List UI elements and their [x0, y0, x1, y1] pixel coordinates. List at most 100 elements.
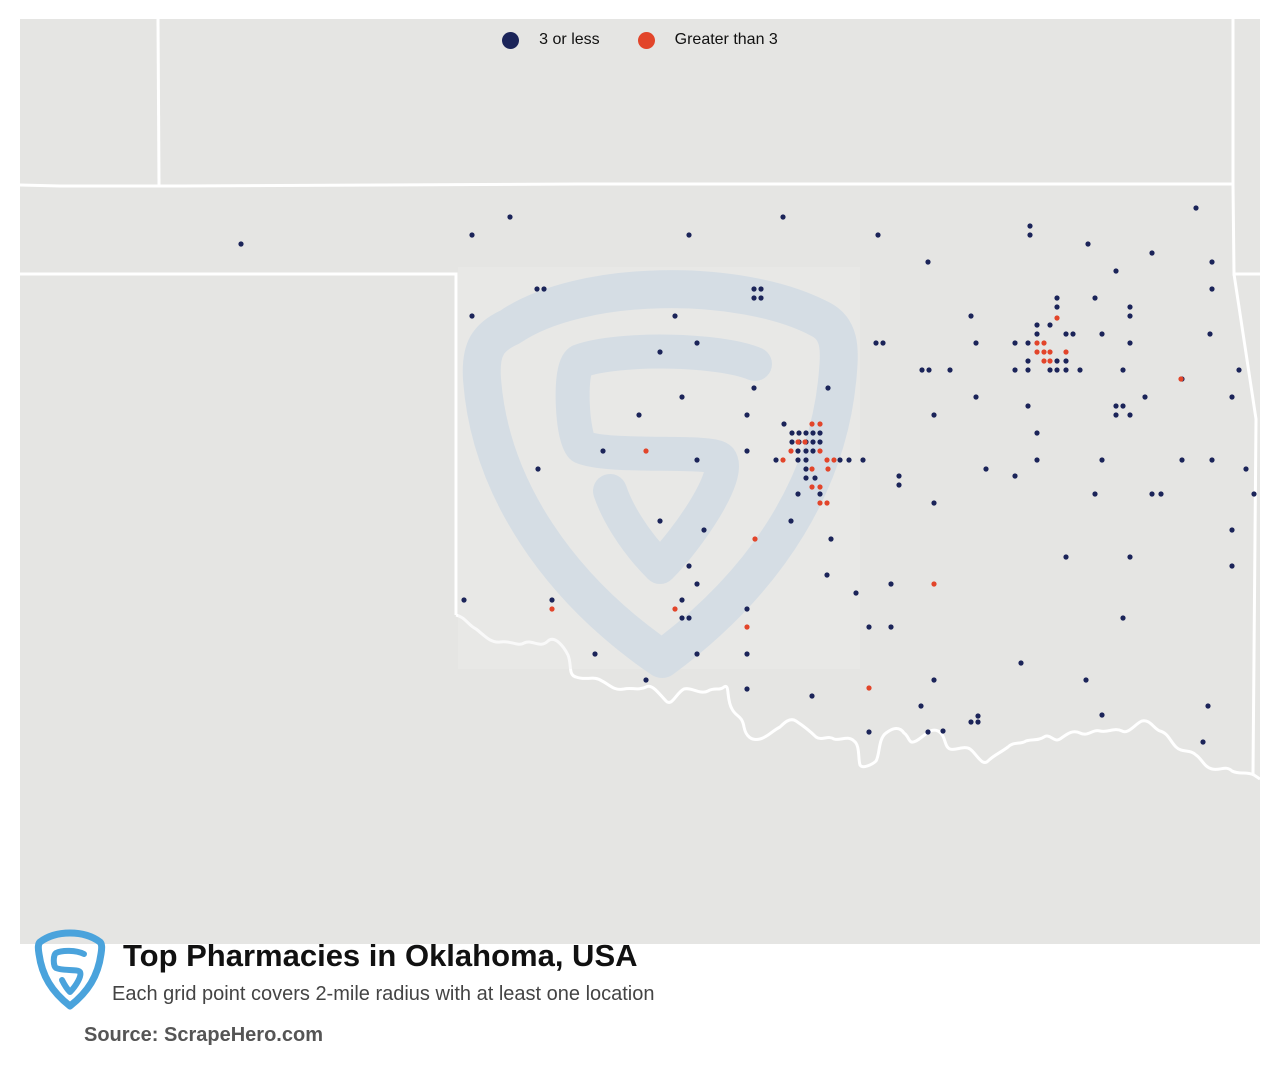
grid-point-greater-than-3 [866, 685, 872, 691]
grid-point-3-or-less [973, 394, 979, 400]
grid-point-3-or-less [866, 729, 872, 735]
grid-point-3-or-less [803, 457, 809, 463]
grid-point-3-or-less [694, 457, 700, 463]
grid-point-3-or-less [1047, 367, 1053, 373]
map-legend: 3 or less Greater than 3 [20, 31, 1260, 49]
grid-point-3-or-less [758, 286, 764, 292]
grid-point-3-or-less [975, 713, 981, 719]
grid-point-3-or-less [1229, 563, 1235, 569]
grid-point-3-or-less [973, 340, 979, 346]
grid-point-3-or-less [812, 475, 818, 481]
grid-point-3-or-less [1034, 322, 1040, 328]
grid-point-3-or-less [744, 606, 750, 612]
grid-point-greater-than-3 [672, 606, 678, 612]
grid-point-3-or-less [1025, 403, 1031, 409]
grid-point-greater-than-3 [1041, 349, 1047, 355]
grid-point-3-or-less [1120, 615, 1126, 621]
legend-item-low: 3 or less [502, 31, 600, 49]
grid-point-3-or-less [880, 340, 886, 346]
grid-point-3-or-less [919, 367, 925, 373]
grid-point-3-or-less [686, 232, 692, 238]
grid-point-3-or-less [931, 500, 937, 506]
grid-point-3-or-less [925, 729, 931, 735]
grid-point-greater-than-3 [744, 624, 750, 630]
grid-point-3-or-less [1127, 304, 1133, 310]
grid-point-3-or-less [541, 286, 547, 292]
grid-point-3-or-less [751, 295, 757, 301]
legend-dot-low [502, 31, 520, 49]
grid-point-3-or-less [1092, 295, 1098, 301]
grid-point-3-or-less [694, 340, 700, 346]
grid-point-3-or-less [1113, 403, 1119, 409]
border-panhandle-tx [20, 272, 458, 615]
grid-point-greater-than-3 [1034, 349, 1040, 355]
grid-point-3-or-less [1083, 677, 1089, 683]
grid-point-3-or-less [1209, 457, 1215, 463]
grid-point-3-or-less [846, 457, 852, 463]
grid-point-3-or-less [1120, 403, 1126, 409]
grid-point-3-or-less [931, 677, 937, 683]
grid-point-greater-than-3 [788, 448, 794, 454]
source-credit: Source: ScrapeHero.com [84, 1024, 323, 1046]
grid-point-3-or-less [789, 439, 795, 445]
grid-point-3-or-less [1025, 340, 1031, 346]
grid-point-3-or-less [758, 295, 764, 301]
grid-point-3-or-less [744, 448, 750, 454]
grid-point-3-or-less [1054, 358, 1060, 364]
border-co-ks [156, 19, 161, 186]
grid-point-3-or-less [1142, 394, 1148, 400]
grid-point-3-or-less [744, 412, 750, 418]
grid-point-3-or-less [817, 430, 823, 436]
grid-point-3-or-less [947, 367, 953, 373]
grid-point-3-or-less [1193, 205, 1199, 211]
grid-point-3-or-less [875, 232, 881, 238]
grid-point-3-or-less [809, 693, 815, 699]
grid-point-3-or-less [860, 457, 866, 463]
grid-point-3-or-less [795, 491, 801, 497]
border-mo [1231, 19, 1260, 276]
grid-point-3-or-less [694, 581, 700, 587]
grid-point-3-or-less [535, 466, 541, 472]
grid-point-3-or-less [679, 615, 685, 621]
grid-point-3-or-less [873, 340, 879, 346]
grid-point-3-or-less [1207, 331, 1213, 337]
grid-point-greater-than-3 [824, 500, 830, 506]
grid-point-3-or-less [853, 590, 859, 596]
grid-point-greater-than-3 [549, 606, 555, 612]
grid-point-3-or-less [1099, 712, 1105, 718]
grid-point-3-or-less [968, 313, 974, 319]
grid-point-3-or-less [968, 719, 974, 725]
grid-point-3-or-less [1034, 457, 1040, 463]
map-land [20, 19, 1260, 944]
grid-point-3-or-less [1113, 412, 1119, 418]
grid-point-greater-than-3 [1054, 315, 1060, 321]
grid-point-greater-than-3 [643, 448, 649, 454]
grid-point-3-or-less [694, 651, 700, 657]
border-ar [1232, 273, 1258, 775]
grid-point-3-or-less [1012, 340, 1018, 346]
grid-point-3-or-less [918, 703, 924, 709]
border-ks-ok [20, 182, 1232, 188]
grid-point-3-or-less [672, 313, 678, 319]
grid-point-3-or-less [837, 457, 843, 463]
grid-point-3-or-less [1229, 527, 1235, 533]
grid-point-3-or-less [1127, 340, 1133, 346]
grid-point-3-or-less [810, 430, 816, 436]
scrapehero-shield-logo [34, 929, 106, 1010]
grid-point-3-or-less [751, 286, 757, 292]
grid-point-3-or-less [796, 430, 802, 436]
grid-point-greater-than-3 [831, 457, 837, 463]
grid-point-3-or-less [744, 686, 750, 692]
grid-point-3-or-less [1070, 331, 1076, 337]
grid-point-3-or-less [549, 597, 555, 603]
grid-point-3-or-less [1179, 457, 1185, 463]
grid-point-3-or-less [1149, 250, 1155, 256]
grid-point-3-or-less [788, 518, 794, 524]
page-title: Top Pharmacies in Oklahoma, USA [123, 938, 638, 973]
grid-point-3-or-less [888, 624, 894, 630]
grid-point-greater-than-3 [817, 448, 823, 454]
grid-point-greater-than-3 [1047, 349, 1053, 355]
grid-point-3-or-less [795, 448, 801, 454]
grid-point-3-or-less [1127, 412, 1133, 418]
grid-point-3-or-less [817, 439, 823, 445]
